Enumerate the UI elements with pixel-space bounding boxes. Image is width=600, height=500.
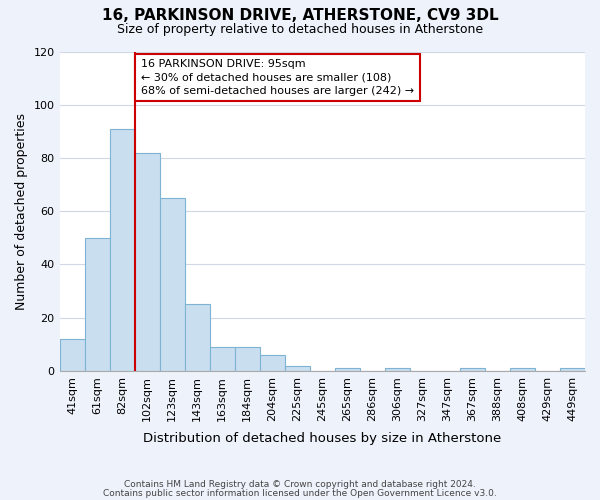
Bar [510,368,535,371]
Text: Size of property relative to detached houses in Atherstone: Size of property relative to detached ho… [117,22,483,36]
Bar [560,368,585,371]
Bar [85,238,110,371]
Bar [460,368,485,371]
Bar [285,366,310,371]
X-axis label: Distribution of detached houses by size in Atherstone: Distribution of detached houses by size … [143,432,502,445]
Bar [185,304,209,371]
Text: Contains HM Land Registry data © Crown copyright and database right 2024.: Contains HM Land Registry data © Crown c… [124,480,476,489]
Bar [260,355,285,371]
Bar [385,368,410,371]
Bar [209,347,235,371]
Bar [110,128,134,371]
Bar [134,152,160,371]
Bar [160,198,185,371]
Bar [59,339,85,371]
Text: 16 PARKINSON DRIVE: 95sqm
← 30% of detached houses are smaller (108)
68% of semi: 16 PARKINSON DRIVE: 95sqm ← 30% of detac… [141,60,414,96]
Y-axis label: Number of detached properties: Number of detached properties [15,112,28,310]
Bar [335,368,360,371]
Bar [235,347,260,371]
Text: Contains public sector information licensed under the Open Government Licence v3: Contains public sector information licen… [103,488,497,498]
Text: 16, PARKINSON DRIVE, ATHERSTONE, CV9 3DL: 16, PARKINSON DRIVE, ATHERSTONE, CV9 3DL [101,8,499,22]
